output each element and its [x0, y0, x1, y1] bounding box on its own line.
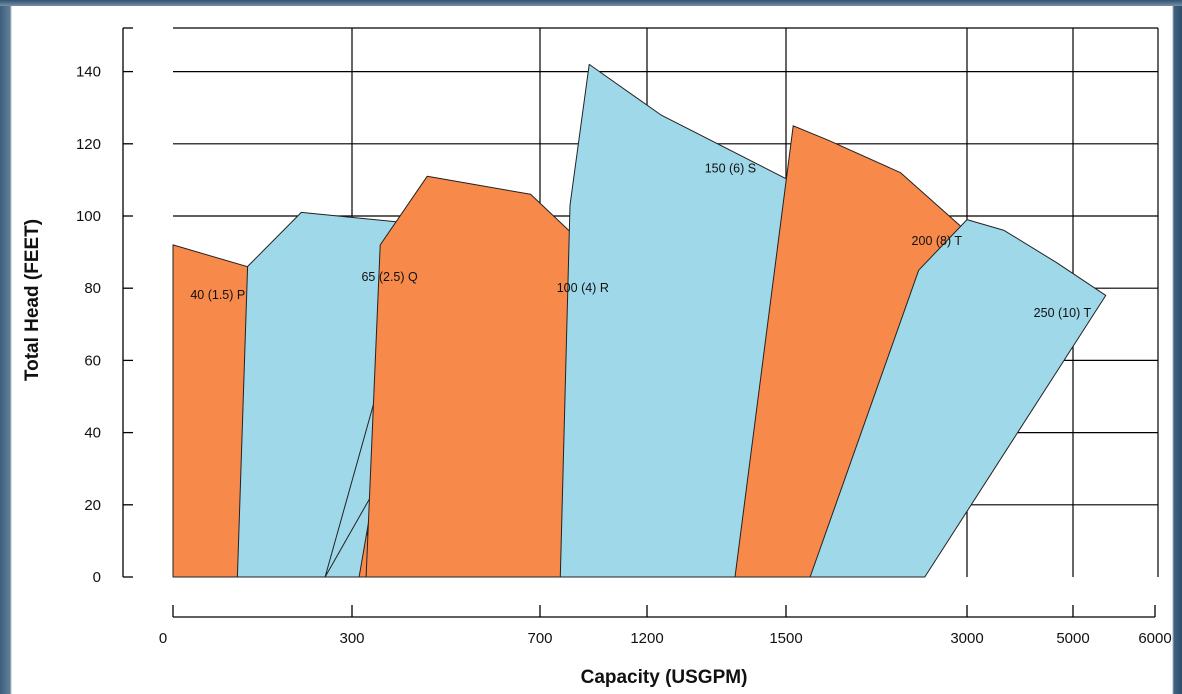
x-tick-label: 1200 — [630, 630, 663, 647]
y-tick-label: 40 — [84, 425, 101, 442]
y-axis-title: Total Head (FEET) — [22, 219, 43, 381]
y-tick-label: 60 — [84, 352, 101, 369]
region-label: 65 (2.5) Q — [361, 270, 418, 284]
region-250-10-t — [809, 219, 1107, 578]
x-axis-title: Capacity (USGPM) — [581, 667, 748, 688]
y-tick-label: 20 — [84, 497, 101, 514]
x-tick-label: 3000 — [950, 630, 983, 647]
y-tick-label: 100 — [76, 208, 101, 225]
x-tick-label: 300 — [339, 630, 364, 647]
region-label: 40 (1.5) P — [190, 288, 245, 302]
y-tick-label: 120 — [76, 136, 101, 153]
y-tick-label: 0 — [93, 569, 101, 586]
region-label: 250 (10) T — [1034, 306, 1092, 320]
window-top-bar — [0, 0, 1182, 6]
x-tick-label: 5000 — [1056, 630, 1089, 647]
y-tick-label: 140 — [76, 64, 101, 81]
x-tick-label: 700 — [527, 630, 552, 647]
region-label: 100 (4) R — [557, 281, 609, 295]
x-tick-label: 0 — [159, 630, 167, 647]
x-tick-label: 6000 — [1138, 630, 1171, 647]
x-tick-label: 1500 — [769, 630, 802, 647]
region-label: 150 (6) S — [705, 162, 756, 176]
label-layer: 40 (1.5) P 65 (2.5) Q 100 (4) R 150 (6) S 20… — [190, 162, 1091, 320]
axis-layer: 0 20 40 60 80 100 120 140 0 300 700 1200 1500 3000 500… — [76, 27, 1172, 647]
regions-layer — [172, 63, 1107, 578]
y-tick-label: 80 — [84, 280, 101, 297]
region-label: 200 (8) T — [912, 234, 963, 248]
